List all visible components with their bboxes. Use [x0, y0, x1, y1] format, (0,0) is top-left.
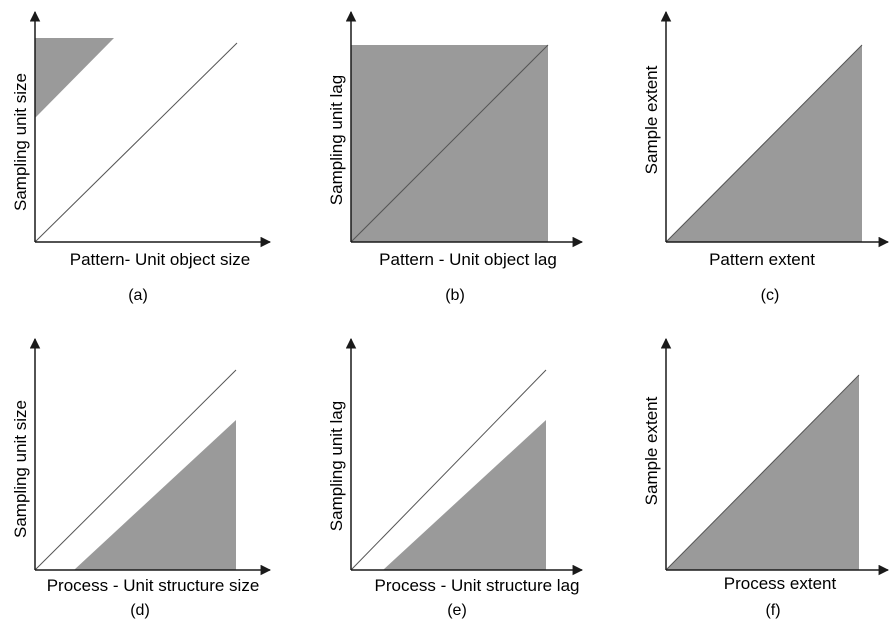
panel-e: Sampling unit lag Process - Unit structu…	[327, 337, 584, 619]
panel-b-y-label: Sampling unit lag	[327, 75, 346, 205]
panel-b-tag: (b)	[445, 287, 465, 304]
panel-a-x-label: Pattern- Unit object size	[70, 250, 250, 269]
panel-a-diagonal	[34, 42, 238, 243]
panel-f: Sample extent Process extent (f)	[642, 337, 890, 619]
panel-d-y-label: Sampling unit size	[11, 400, 30, 538]
panel-f-diagonal	[665, 374, 860, 571]
panel-a-y-label: Sampling unit size	[11, 73, 30, 211]
panel-c: Sample extent Pattern extent (c)	[642, 10, 890, 304]
panel-a-tag: (a)	[128, 287, 148, 304]
panel-b-x-label: Pattern - Unit object lag	[379, 250, 557, 269]
panel-c-x-label: Pattern extent	[709, 250, 815, 269]
panel-f-y-label: Sample extent	[642, 396, 661, 505]
panel-d: Sampling unit size Process - Unit struct…	[11, 337, 272, 619]
panel-d-x-label: Process - Unit structure size	[47, 576, 260, 595]
panel-b-diagonal	[350, 44, 549, 243]
panel-b: Sampling unit lag Pattern - Unit object …	[327, 10, 584, 304]
panel-e-y-label: Sampling unit lag	[327, 401, 346, 531]
panel-a-shaded-region	[35, 38, 114, 118]
panel-e-x-label: Process - Unit structure lag	[374, 576, 579, 595]
panel-e-shaded-region	[383, 420, 546, 570]
panel-f-tag: (f)	[765, 602, 780, 619]
panel-d-tag: (d)	[130, 602, 150, 619]
panel-f-x-label: Process extent	[724, 574, 837, 593]
panel-e-tag: (e)	[447, 602, 467, 619]
panel-a: Sampling unit size Pattern- Unit object …	[11, 10, 272, 304]
panel-c-y-label: Sample extent	[642, 65, 661, 174]
panel-d-diagonal	[34, 369, 237, 571]
panel-e-diagonal	[350, 369, 547, 571]
panel-c-diagonal	[665, 44, 863, 243]
panel-d-shaded-region	[74, 420, 236, 570]
panel-c-tag: (c)	[761, 287, 780, 304]
